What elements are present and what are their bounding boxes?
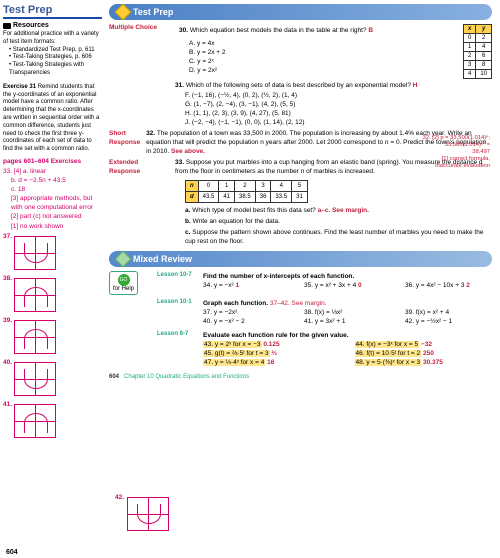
graph-37 <box>14 236 56 270</box>
graph-42-bottom: 42. <box>115 494 169 534</box>
instruction: Evaluate each function rule for the give… <box>203 332 492 339</box>
question-33: Extended Response 33. Suppose you put ma… <box>109 159 492 246</box>
mixed-review-header: Mixed Review <box>109 251 492 267</box>
sr-label: Short Response <box>109 130 140 146</box>
question-31: 31. Which of the following sets of data … <box>175 82 492 127</box>
mc-label: Multiple Choice <box>109 24 157 31</box>
graph-num: 41. <box>3 401 12 408</box>
res-item: • Test-Taking Strategies with Transparen… <box>9 62 102 78</box>
exercise-31: Exercise 31 Remind students that the y-c… <box>3 84 102 154</box>
lesson-87-row: Lesson 8-7 Evaluate each function rule f… <box>109 330 492 368</box>
right-column: Test Prep Multiple Choice 30. Which equa… <box>105 0 500 558</box>
graph-41 <box>14 404 56 438</box>
resources-header: Resources <box>3 22 102 29</box>
answers: 33. [4] a. linear b. d = −2.5n + 43.5 c.… <box>3 167 102 231</box>
graph-num: 39. <box>3 317 12 324</box>
pages-label: pages 601–604 Exercises <box>3 158 102 165</box>
q33-table: n012345 d43.54138.53633.531 <box>185 180 308 203</box>
graph-40 <box>14 362 56 396</box>
lesson-label: Lesson 10-1 <box>157 299 192 305</box>
graph-num: 38. <box>3 275 12 282</box>
graph-39 <box>14 320 56 354</box>
lesson-label: Lesson 10-7 <box>157 272 192 278</box>
help-box: GOfor Help <box>109 271 138 295</box>
lesson-101-row: Lesson 10-1 Graph each function. 37–42. … <box>109 298 492 327</box>
q30-table: xy 02 14 26 38 410 <box>463 24 492 79</box>
resources-intro: For additional practice with a variety o… <box>3 31 102 47</box>
q32-annotation: 32. [2] p = 33,500(1.014)ⁿ;33,500(1.014)… <box>423 135 490 170</box>
graph-num: 37. <box>3 233 12 240</box>
resources-icon <box>3 23 11 29</box>
lesson-107-row: GOfor Help Lesson 10-7 Find the number o… <box>109 271 492 295</box>
question-30: Multiple Choice 30. Which equation best … <box>109 24 492 79</box>
res-item: • Test-Taking Strategies, p. 606 <box>9 54 102 62</box>
er-label: Extended Response <box>109 159 140 175</box>
res-item: • Standardized Test Prep, p. 611 <box>9 47 102 55</box>
instruction: Find the number of x-intercepts of each … <box>203 273 492 280</box>
test-prep-header: Test Prep <box>109 4 492 20</box>
lesson-label: Lesson 8-7 <box>157 331 188 337</box>
chapter-label: Chapter 10 Quadratic Equations and Funct… <box>124 374 249 380</box>
page-number: 604 <box>6 549 18 556</box>
graph-num: 40. <box>3 359 12 366</box>
graph-38 <box>14 278 56 312</box>
left-column: Test Prep Resources For additional pract… <box>0 0 105 558</box>
test-prep-title: Test Prep <box>3 4 102 19</box>
page-num-inline: 604 <box>109 374 119 380</box>
